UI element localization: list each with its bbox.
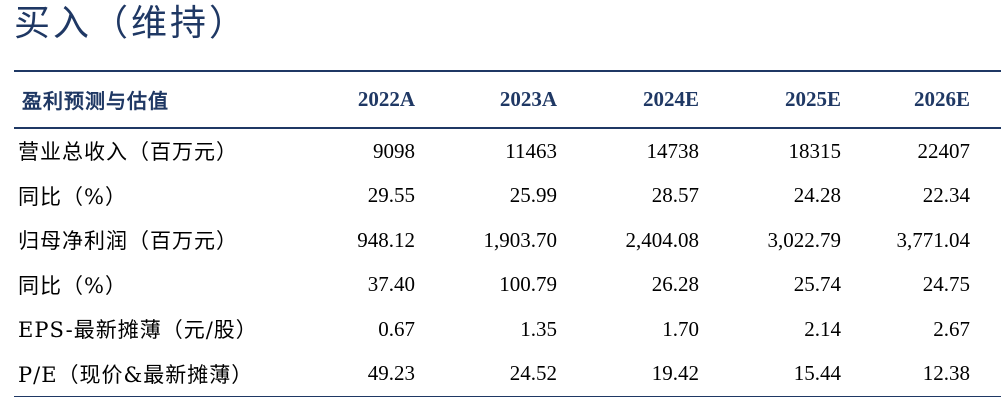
- table-cell: 3,771.04: [896, 227, 971, 252]
- table-cell: 100.79: [499, 272, 557, 297]
- header-col-2025e: 2025E: [784, 87, 841, 111]
- header-col-2024e: 2024E: [642, 87, 699, 111]
- table-cell: 18315: [788, 138, 842, 163]
- row-label: 营业总收入（百万元）: [18, 140, 238, 165]
- table-cell: 25.99: [509, 183, 557, 208]
- table-cell: 26.28: [651, 272, 699, 297]
- table-row: P/E（现价&最新摊薄） 49.23 24.52 19.42 15.44 12.…: [14, 352, 1001, 397]
- table-cell: 15.44: [793, 361, 841, 386]
- row-label: EPS-最新摊薄（元/股）: [18, 318, 258, 343]
- table-cell: 24.52: [509, 361, 557, 386]
- table-cell: 22.34: [922, 183, 970, 208]
- row-label: 归母净利润（百万元）: [18, 229, 238, 254]
- table-cell: 3,022.79: [767, 227, 842, 252]
- table-cell: 29.55: [367, 183, 415, 208]
- header-col-2023a: 2023A: [499, 87, 557, 111]
- table-cell: 1.70: [662, 316, 699, 341]
- forecast-valuation-table: 盈利预测与估值 2022A 2023A 2024E 2025E 2026E 营业…: [14, 70, 1001, 397]
- row-label: 同比（%）: [18, 273, 127, 298]
- table-cell: 22407: [917, 138, 971, 163]
- table-cell: 25.74: [793, 272, 841, 297]
- table-cell: 1,903.70: [483, 227, 558, 252]
- row-label: 同比（%）: [18, 184, 127, 209]
- table-cell: 49.23: [367, 361, 415, 386]
- table-header-row: 盈利预测与估值 2022A 2023A 2024E 2025E 2026E: [14, 72, 1001, 127]
- table-cell: 948.12: [357, 227, 415, 252]
- table-cell: 24.28: [793, 183, 841, 208]
- header-col-2022a: 2022A: [357, 87, 415, 111]
- header-col-2026e: 2026E: [913, 87, 970, 111]
- table-cell: 0.67: [378, 316, 415, 341]
- table-cell: 12.38: [922, 361, 970, 386]
- rating-title: 买入（维持）: [14, 3, 249, 44]
- table-row: EPS-最新摊薄（元/股） 0.67 1.35 1.70 2.14 2.67: [14, 307, 1001, 352]
- table-row: 同比（%） 37.40 100.79 26.28 25.74 24.75: [14, 263, 1001, 308]
- table-row: 营业总收入（百万元） 9098 11463 14738 18315 22407: [14, 129, 1001, 174]
- table-bottom-rule: [14, 396, 1001, 397]
- table-header-rule: [14, 127, 1001, 129]
- table-cell: 2.14: [804, 316, 841, 341]
- table-cell: 24.75: [922, 272, 970, 297]
- table-cell: 2,404.08: [625, 227, 700, 252]
- table-cell: 2.67: [933, 316, 970, 341]
- table-row: 同比（%） 29.55 25.99 28.57 24.28 22.34: [14, 174, 1001, 219]
- table-top-rule: [14, 70, 1001, 72]
- table-cell: 1.35: [520, 316, 557, 341]
- table-row: 归母净利润（百万元） 948.12 1,903.70 2,404.08 3,02…: [14, 218, 1001, 263]
- table-cell: 37.40: [367, 272, 415, 297]
- header-label: 盈利预测与估值: [22, 89, 169, 113]
- table-cell: 9098: [373, 138, 415, 163]
- table-cell: 14738: [646, 138, 700, 163]
- table-cell: 28.57: [651, 183, 699, 208]
- table-cell: 11463: [505, 138, 557, 163]
- row-label: P/E（现价&最新摊薄）: [18, 362, 254, 387]
- table-cell: 19.42: [651, 361, 699, 386]
